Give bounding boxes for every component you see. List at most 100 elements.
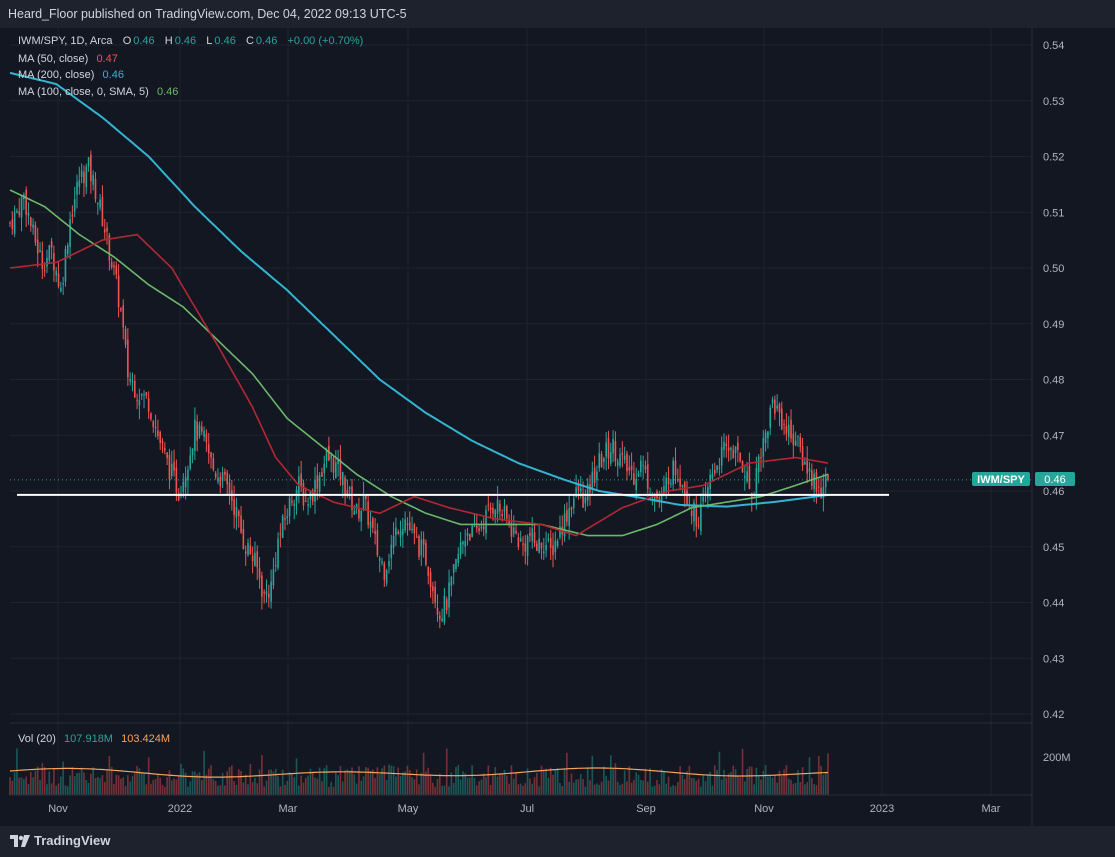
- volume-bar: [806, 782, 809, 795]
- volume-bar: [746, 768, 748, 795]
- candle-body: [670, 483, 672, 485]
- volume-bar: [441, 785, 443, 795]
- volume-bar: [143, 773, 145, 795]
- footer: TradingView: [0, 826, 1115, 857]
- tradingview-logo[interactable]: TradingView: [10, 833, 110, 848]
- volume-bar: [233, 781, 235, 795]
- volume-bar: [656, 779, 658, 795]
- volume-bar: [392, 766, 395, 795]
- candle-body: [402, 528, 404, 535]
- volume-bar: [101, 775, 104, 795]
- time-tick-label: Sep: [636, 803, 656, 815]
- candle-body: [196, 421, 198, 441]
- candle-body: [517, 537, 520, 547]
- volume-bar: [304, 777, 307, 795]
- candle-body: [489, 507, 492, 510]
- candle-body: [644, 465, 647, 470]
- candle-body: [249, 545, 252, 555]
- volume-bar: [700, 786, 702, 795]
- volume-bar: [291, 773, 293, 795]
- candle-body: [473, 526, 476, 528]
- candle-body: [545, 544, 547, 551]
- candle-body: [808, 468, 811, 472]
- legend-symbol: IWM/SPY, 1D, Arca: [18, 35, 113, 47]
- candle-body: [170, 463, 173, 477]
- volume-bar: [737, 775, 739, 795]
- volume-bar: [672, 785, 674, 795]
- volume-bar: [824, 771, 827, 795]
- volume-bar: [76, 773, 78, 795]
- candle-body: [750, 493, 753, 499]
- candle-body: [307, 504, 309, 506]
- candle-body: [429, 572, 432, 588]
- candle-body: [679, 478, 681, 487]
- volume-bar: [612, 768, 614, 795]
- volume-bar: [621, 783, 624, 795]
- candle-body: [820, 487, 822, 499]
- candle-body: [159, 431, 162, 444]
- volume-bar: [124, 785, 127, 795]
- volume-bar: [187, 786, 189, 795]
- volume-bar: [505, 775, 508, 795]
- candle-body: [475, 525, 478, 529]
- candle-body: [526, 536, 529, 556]
- volume-bar: [695, 780, 698, 795]
- candle-body: [164, 447, 166, 451]
- candle-body: [85, 166, 88, 187]
- candle-body: [66, 245, 69, 255]
- candle-body: [600, 454, 603, 467]
- candle-body: [418, 536, 420, 558]
- volume-bar: [813, 784, 815, 795]
- volume-bar: [83, 772, 85, 795]
- volume-bar: [563, 769, 566, 795]
- volume-bar: [66, 786, 69, 795]
- volume-bar: [159, 777, 162, 795]
- candle-body: [734, 446, 737, 453]
- volume-bar: [120, 778, 122, 795]
- volume-bar: [475, 785, 478, 795]
- volume-bar: [589, 780, 591, 795]
- candle-body: [29, 217, 32, 226]
- price-tick-label: 0.43: [1043, 653, 1064, 665]
- candle-body: [143, 394, 145, 396]
- volume-bar: [376, 767, 379, 795]
- volume-bar: [425, 771, 427, 795]
- price-tick-label: 0.46: [1043, 486, 1064, 498]
- candle-body: [614, 441, 617, 462]
- volume-bar: [184, 772, 187, 795]
- volume-bar: [552, 774, 554, 795]
- volume-bar: [226, 771, 229, 795]
- candle-body: [235, 506, 238, 518]
- chart-canvas[interactable]: 0.54 0.53 0.52 0.51 0.50 0.49 0.48 0.47 0.46 0.45…: [0, 0, 1115, 826]
- volume-bar: [196, 774, 198, 795]
- candle-body: [133, 380, 136, 398]
- candle-body: [328, 445, 330, 461]
- volume-bar: [757, 775, 760, 795]
- candle-body: [233, 499, 235, 515]
- candle-body: [203, 430, 205, 437]
- volume-bar: [194, 771, 196, 795]
- candle-body: [127, 339, 129, 378]
- candle-body: [32, 224, 34, 228]
- candle-body: [697, 525, 700, 527]
- candle-body: [221, 472, 224, 482]
- volume-bar: [524, 783, 527, 795]
- volume-bar: [314, 777, 316, 795]
- volume-bar: [265, 780, 268, 795]
- candle-body: [797, 436, 799, 438]
- volume-bar: [741, 748, 744, 795]
- candle-body: [711, 474, 714, 479]
- candle-body: [267, 593, 270, 598]
- candle-body: [64, 249, 67, 282]
- volume-bar: [25, 776, 27, 795]
- candle-body: [120, 308, 122, 311]
- volume-bar: [154, 779, 157, 795]
- volume-bar: [279, 786, 282, 795]
- volume-bar: [478, 781, 480, 795]
- candle-body: [480, 526, 483, 529]
- candle-body: [441, 618, 443, 622]
- volume-bar: [113, 784, 115, 795]
- candle-body: [388, 561, 390, 567]
- price-tick-label: 0.53: [1043, 96, 1064, 108]
- volume-bar: [360, 780, 363, 795]
